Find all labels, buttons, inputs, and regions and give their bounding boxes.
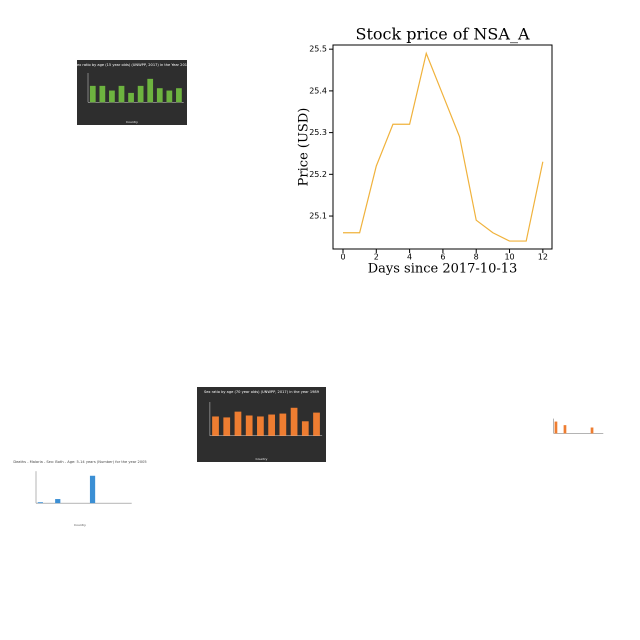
chart-background: [548, 412, 605, 445]
bar: [313, 412, 320, 436]
bar: [166, 90, 173, 103]
bar: [257, 416, 264, 436]
x-tick-label: 12: [538, 253, 548, 262]
y-tick-label: 25.3: [309, 128, 327, 137]
bar: [156, 88, 163, 103]
bar: [590, 427, 594, 434]
chart-title: Stock price of NSA_A: [356, 25, 530, 44]
x-tick-label: 0: [340, 253, 345, 262]
bar: [147, 78, 154, 103]
bar: [234, 411, 242, 436]
chart-title: Sex ratio by age (15 year olds) (UNWPP, …: [75, 63, 190, 67]
bar: [89, 85, 96, 103]
chart-background: [25, 457, 135, 528]
x-tick-label: 8: [474, 253, 479, 262]
y-tick-label: 25.1: [309, 212, 327, 221]
bar: [212, 416, 219, 436]
y-tick-label: 25.5: [309, 45, 327, 54]
x-axis-label: Country: [256, 457, 268, 461]
x-tick-label: 6: [440, 253, 445, 262]
bar: [118, 85, 125, 103]
bar: [99, 85, 106, 103]
bar: [279, 413, 287, 436]
line-series: [342, 51, 544, 242]
chart-title: Deaths - Malaria - Sex: Both - Age: 5-14…: [13, 460, 146, 464]
x-tick-label: 10: [504, 253, 514, 262]
bar: [554, 421, 558, 434]
bar: [55, 499, 61, 504]
y-tick-label: 25.2: [309, 170, 327, 179]
x-tick-label: 2: [374, 253, 379, 262]
y-tick-label: 25.4: [309, 86, 327, 95]
x-tick-label: 4: [407, 253, 412, 262]
bar: [128, 92, 134, 103]
bar: [137, 85, 144, 103]
bar: [301, 421, 309, 436]
bar: [176, 88, 182, 103]
y-axis-label: Price (USD): [297, 108, 312, 187]
bar: [563, 425, 567, 434]
bar: [223, 417, 231, 436]
bar: [268, 414, 275, 436]
bar: [89, 475, 96, 504]
bar: [245, 415, 253, 436]
bar: [109, 90, 115, 103]
plot-frame: [332, 44, 553, 250]
x-axis-label: Country: [126, 120, 138, 124]
bar: [290, 407, 298, 436]
x-axis-label: Country: [74, 523, 86, 527]
bar: [37, 502, 43, 504]
x-axis-label: Days since 2017-10-13: [368, 262, 518, 277]
chart-title: Sex ratio by age (70 year olds) (UNWPP, …: [204, 390, 320, 394]
